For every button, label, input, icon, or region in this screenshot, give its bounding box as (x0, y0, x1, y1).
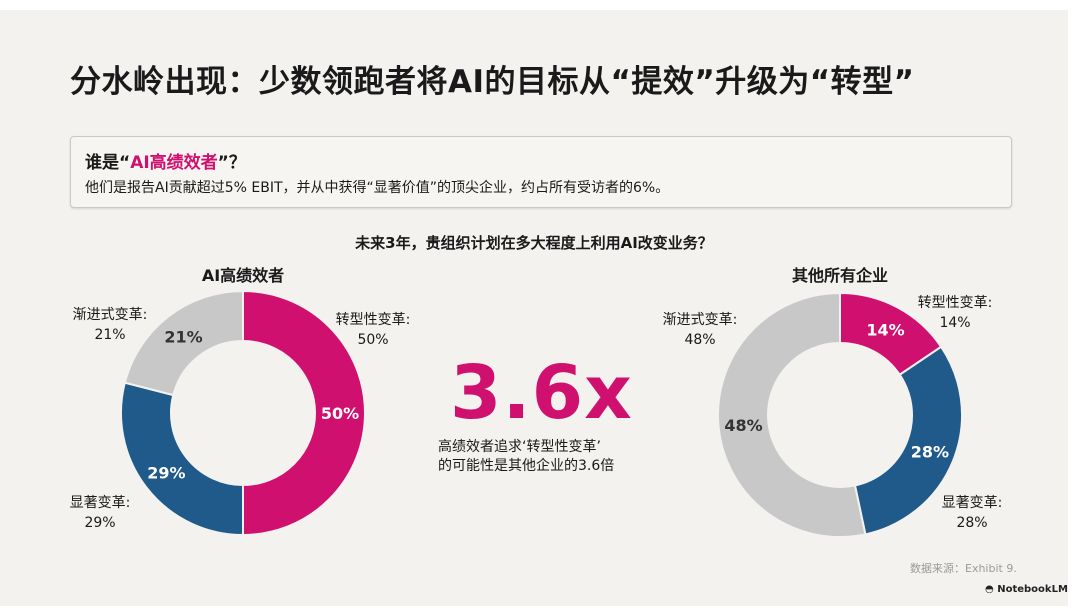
callout-value: 48% (684, 332, 716, 348)
callout-significant-1: 显著变革: 29% (50, 493, 150, 533)
callout-incremental-2: 渐进式变革: 48% (645, 310, 755, 350)
callout-heading: 谁是“AI高绩效者”？ (85, 148, 246, 173)
caption-line: 高绩效者追求‘转型性变革’ (438, 439, 601, 455)
callout-name: 显著变革: (941, 495, 1003, 511)
donut-2-label-transformational: 14% (866, 320, 904, 339)
donut-2-slice-significant (853, 345, 963, 536)
donut-1-slice-significant (120, 381, 244, 537)
donut-1-label-transformational: 50% (321, 404, 359, 423)
callout-transformational-1: 转型性变革: 50% (318, 310, 428, 350)
chart-title-high-performers: AI高绩效者 (201, 266, 285, 285)
brand-logo: ◓ NotebookLM (985, 584, 1068, 595)
donut-1-slice-transformational (242, 289, 366, 537)
source-note: 数据来源：Exhibit 9. (910, 562, 1017, 575)
multiplier-highlight: 3.6x (450, 350, 633, 436)
heading-prefix: 谁是“ (85, 153, 131, 173)
callout-value: 14% (939, 315, 971, 331)
callout-body: 他们是报告AI贡献超过5% EBIT，并从中获得“显著价值”的顶尖企业，约占所有… (85, 180, 670, 196)
callout-name: 转型性变革: (917, 295, 993, 311)
callout-name: 转型性变革: (335, 312, 411, 328)
brand-name: NotebookLM (997, 584, 1068, 595)
heading-highlight: AI高绩效者 (130, 153, 218, 173)
callout-name: 显著变革: (69, 495, 131, 511)
callout-name: 渐进式变革: (662, 312, 738, 328)
definition-callout: 谁是“AI高绩效者”？ 他们是报告AI贡献超过5% EBIT，并从中获得“显著价… (70, 136, 1012, 208)
donut-1-label-significant: 29% (147, 463, 185, 482)
donut-2-label-significant: 28% (911, 442, 949, 461)
callout-value: 50% (357, 332, 389, 348)
donut-1-label-incremental: 21% (164, 327, 202, 346)
callout-incremental-1: 渐进式变革: 21% (55, 305, 165, 345)
callout-name: 渐进式变革: (72, 307, 148, 323)
multiplier-caption: 高绩效者追求‘转型性变革’ 的可能性是其他企业的3.6倍 (438, 438, 614, 476)
notebooklm-icon: ◓ (985, 584, 998, 595)
chart-question: 未来3年，贵组织计划在多大程度上利用AI改变业务？ (355, 234, 713, 252)
chart-title-others: 其他所有企业 (791, 266, 888, 285)
callout-value: 28% (956, 515, 988, 531)
donut-2-label-incremental: 48% (724, 416, 762, 435)
donut-2-slice-incremental (717, 291, 867, 538)
heading-suffix: ”？ (217, 153, 246, 173)
callout-transformational-2: 转型性变革: 14% (900, 293, 1010, 333)
callout-value: 21% (94, 327, 126, 343)
callout-significant-2: 显著变革: 28% (922, 493, 1022, 533)
donut-1-slice-incremental (123, 289, 244, 397)
callout-value: 29% (84, 515, 116, 531)
page-title: 分水岭出现：少数领跑者将AI的目标从“提效”升级为“转型” (70, 64, 915, 100)
caption-line: 的可能性是其他企业的3.6倍 (438, 458, 615, 474)
